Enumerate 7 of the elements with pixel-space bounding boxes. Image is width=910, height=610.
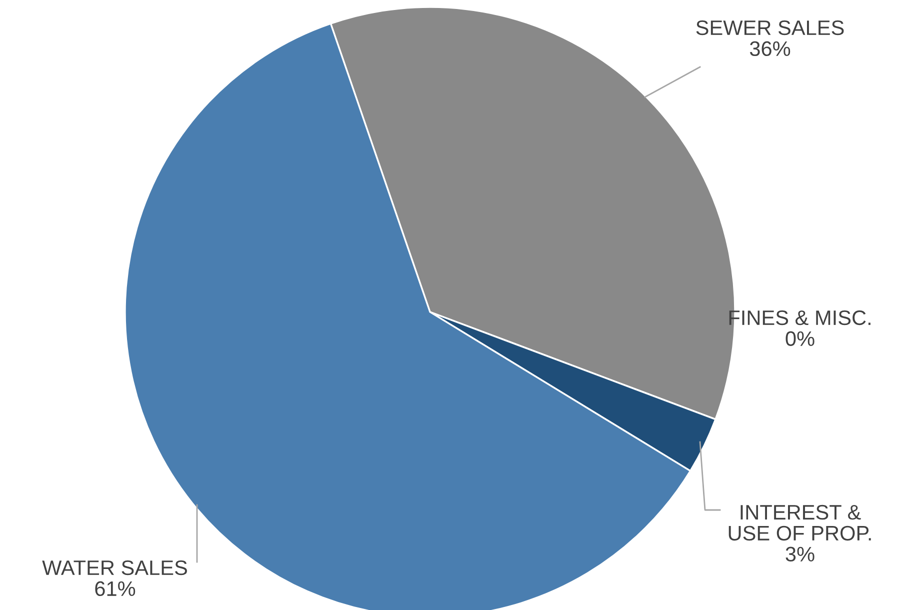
data-label: 36%	[750, 41, 790, 56]
slice-label: INTEREST & USE OF PROP.	[728, 504, 871, 541]
text: 0%	[786, 331, 814, 346]
slice-label: WATER SALES	[42, 560, 187, 576]
data-label: 61%	[95, 581, 136, 596]
slice-label: SEWER SALES	[696, 20, 844, 36]
data-label: 3%	[786, 546, 814, 562]
